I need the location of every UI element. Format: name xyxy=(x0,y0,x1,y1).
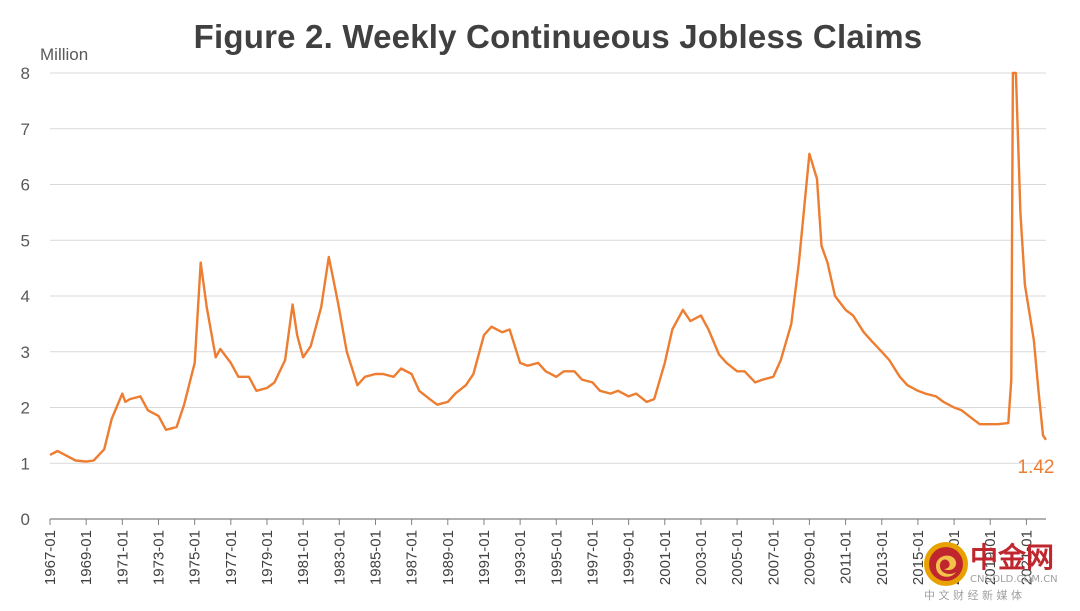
series-line-continuing-claims xyxy=(49,71,1047,463)
x-tick-label: 1983-01 xyxy=(331,530,348,585)
y-tick-label: 1 xyxy=(21,454,30,473)
y-tick-label: 2 xyxy=(21,399,30,418)
x-tick-label: 1997-01 xyxy=(584,530,601,585)
x-tick-label: 1975-01 xyxy=(187,530,204,585)
x-tick-label: 1989-01 xyxy=(440,530,457,585)
watermark-logo-text: 中金网 xyxy=(970,541,1054,574)
watermark-domain: CNGOLD.COM.CN xyxy=(970,574,1058,585)
x-tick-label: 2021-01 xyxy=(1018,530,1035,585)
series-layer xyxy=(49,71,1047,463)
y-tick-label: 4 xyxy=(21,287,30,306)
x-tick-label: 2007-01 xyxy=(765,530,782,585)
gridlines xyxy=(50,72,1046,464)
x-tick-label: 2013-01 xyxy=(874,530,891,585)
x-tick-label: 1977-01 xyxy=(223,530,240,585)
y-axis-tick-labels: 0 1 2 3 4 5 6 7 8 xyxy=(21,64,30,529)
x-tick-label: 1999-01 xyxy=(621,530,638,585)
x-tick-label: 2005-01 xyxy=(729,530,746,585)
x-tick-label: 1979-01 xyxy=(259,530,276,585)
x-tick-label: 1981-01 xyxy=(295,530,312,585)
x-tick-label: 2019-01 xyxy=(982,530,999,585)
x-tick-label: 1991-01 xyxy=(476,530,493,585)
x-tick-label: 1969-01 xyxy=(78,530,95,585)
x-tick-label: 2011-01 xyxy=(838,530,855,584)
y-tick-label: 8 xyxy=(21,64,30,83)
y-tick-label: 6 xyxy=(21,176,30,195)
y-tick-label: 0 xyxy=(21,510,30,529)
last-value-label: 1.42 xyxy=(1018,457,1055,478)
x-tick-label: 1995-01 xyxy=(548,530,565,585)
cngold-logo-icon xyxy=(924,542,968,586)
watermark: 中金网 CNGOLD.COM.CN 中 文 财 经 新 媒 体 xyxy=(924,541,1058,602)
x-axis: 1967-01 1969-01 1971-01 1973-01 1975-01 1977-… xyxy=(42,518,1046,585)
y-axis-unit-label: Million xyxy=(40,45,88,64)
watermark-subtitle: 中 文 财 经 新 媒 体 xyxy=(924,588,1022,602)
y-tick-label: 5 xyxy=(21,231,30,250)
x-tick-label: 2009-01 xyxy=(801,530,818,585)
x-tick-label: 1973-01 xyxy=(150,530,167,585)
x-tick-label: 1987-01 xyxy=(404,530,421,585)
x-tick-label: 2015-01 xyxy=(910,530,927,585)
x-tick-label: 1993-01 xyxy=(512,530,529,585)
y-tick-label: 7 xyxy=(21,120,30,139)
x-tick-label: 1971-01 xyxy=(114,530,131,585)
y-tick-label: 3 xyxy=(21,343,30,362)
x-tick-label: 2003-01 xyxy=(693,530,710,585)
chart-title: Figure 2. Weekly Continueous Jobless Cla… xyxy=(193,18,923,55)
x-tick-label: 1985-01 xyxy=(367,530,384,585)
x-tick-label: 1967-01 xyxy=(42,530,59,585)
x-tick-label: 2001-01 xyxy=(657,530,674,585)
